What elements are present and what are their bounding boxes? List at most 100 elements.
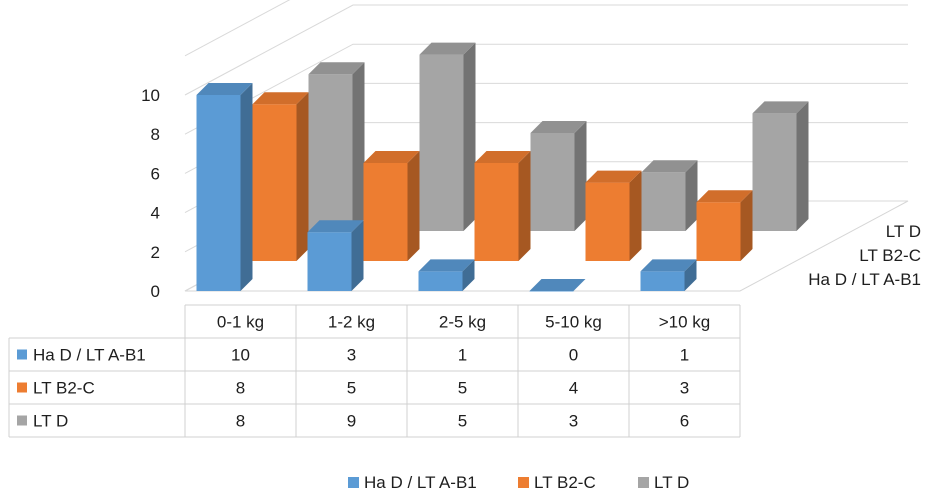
bar [696, 190, 753, 261]
bar-top [418, 259, 475, 272]
table-cell: 9 [347, 412, 356, 431]
y-tick-label: 2 [151, 243, 160, 262]
legend-label: LT D [654, 473, 689, 492]
table-row-label: LT D [33, 412, 68, 431]
bar-top [641, 160, 698, 173]
legend-label: LT B2-C [534, 473, 596, 492]
bar-side [684, 259, 697, 291]
bar [640, 259, 697, 291]
bar-front [752, 113, 797, 231]
bar-top [529, 279, 586, 291]
bar-top [696, 190, 753, 203]
table-cell: 5 [347, 379, 356, 398]
y-axis-ticks: 0 2 4 6 8 10 [141, 86, 160, 301]
bar-front [307, 232, 352, 291]
bar [196, 83, 253, 291]
bar [474, 151, 531, 261]
legend-key [518, 477, 529, 488]
bar-side [574, 121, 587, 231]
bar-front [308, 74, 353, 231]
bar-side [462, 259, 475, 291]
data-table: 0-1 kg 1-2 kg 2-5 kg 5-10 kg >10 kg Ha D / LT… [8, 304, 741, 438]
bar-top [307, 220, 364, 233]
y-tick-label: 4 [151, 204, 160, 223]
depth-label: Ha D / LT A-B1 [808, 270, 921, 289]
bar-top [752, 101, 809, 114]
bar [308, 62, 365, 232]
bar-top [640, 259, 697, 272]
bar [529, 279, 586, 292]
table-legend-key [17, 382, 27, 393]
bar-front [474, 163, 519, 261]
table-legend-key [17, 415, 27, 426]
table-cell: 5 [458, 412, 467, 431]
bar-front [585, 182, 630, 261]
bar [418, 259, 475, 291]
bar-side [407, 151, 420, 261]
gridline [184, 0, 291, 57]
bar [641, 160, 698, 231]
bar [307, 220, 364, 291]
bar-top [252, 92, 309, 105]
table-cell: 1 [458, 346, 467, 365]
gridline [184, 4, 908, 96]
bar-side [351, 220, 364, 291]
table-header-cell: 5-10 kg [545, 313, 602, 332]
bar [252, 92, 309, 261]
depth-label: LT B2-C [859, 246, 921, 265]
bar-front [363, 163, 408, 261]
bar-side [463, 42, 476, 231]
bar [530, 121, 587, 231]
table-cell: 8 [236, 379, 245, 398]
table-cell: 5 [458, 379, 467, 398]
legend-key [348, 477, 359, 488]
legend: Ha D / LT A-B1 LT B2-C LT D [348, 473, 689, 492]
bar [585, 170, 642, 261]
bar-top [196, 83, 253, 95]
bar-top [419, 42, 476, 55]
bar-top [308, 62, 365, 75]
table-legend-key [17, 349, 27, 360]
depth-axis-labels: Ha D / LT A-B1 LT B2-C LT D [808, 222, 921, 289]
bar-side [352, 62, 365, 232]
bar-front [640, 271, 685, 291]
bar-front [529, 291, 574, 292]
table-cell: 4 [569, 379, 578, 398]
y-tick-label: 0 [151, 282, 160, 301]
bar-top [530, 121, 587, 133]
bar-front [641, 172, 686, 231]
table-header-cell: 0-1 kg [217, 313, 264, 332]
bars [196, 42, 809, 292]
bar-top [585, 170, 642, 183]
depth-label: LT D [886, 222, 921, 241]
bar-front [530, 133, 575, 231]
table-header-cell: >10 kg [659, 313, 711, 332]
bar-top [474, 151, 531, 163]
bar-front [418, 271, 463, 291]
y-tick-label: 10 [141, 86, 160, 105]
table-cell: 3 [680, 379, 689, 398]
table-cell: 3 [347, 346, 356, 365]
bar-side [240, 83, 253, 291]
bar-front [696, 202, 741, 261]
table-cell: 3 [569, 412, 578, 431]
legend-label: Ha D / LT A-B1 [364, 473, 477, 492]
bar-front [196, 95, 241, 291]
y-tick-label: 8 [151, 125, 160, 144]
table-cell: 0 [569, 346, 578, 365]
bar-front [419, 54, 464, 231]
table-cell: 1 [680, 346, 689, 365]
bar-side [740, 190, 753, 261]
bar-top [363, 151, 420, 163]
legend-key [638, 477, 649, 488]
bar [752, 101, 809, 232]
table-cell: 10 [231, 346, 250, 365]
bar-front [252, 104, 297, 261]
y-tick-label: 6 [151, 164, 160, 183]
bar-side [796, 101, 809, 232]
bar-side [629, 170, 642, 261]
table-row-label: Ha D / LT A-B1 [33, 346, 146, 365]
table-cell: 8 [236, 412, 245, 431]
table-header-cell: 2-5 kg [439, 313, 486, 332]
